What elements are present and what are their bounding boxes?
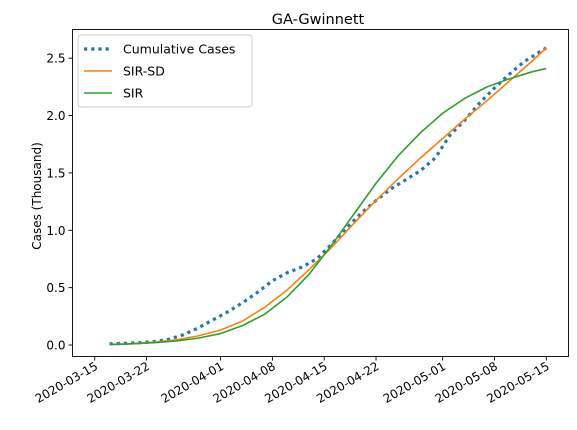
legend-label-1: Cumulative Cases	[123, 42, 235, 57]
legend-box	[77, 34, 253, 108]
y-tick-label: 0.0	[46, 339, 65, 353]
y-axis: 0.0 0.5 1.0 1.5 2.0 2.5	[46, 52, 73, 353]
y-axis-label: Cases (Thousand)	[30, 142, 44, 250]
y-tick-label: 2.0	[46, 109, 65, 123]
series-line-2	[109, 47, 547, 346]
series-line-3	[109, 67, 547, 346]
legend-label-2: SIR-SD	[123, 64, 165, 79]
plot-frame	[72, 29, 569, 357]
chart-title: GA-Gwinnett	[272, 12, 365, 28]
y-tick-label: 2.5	[46, 52, 65, 66]
legend-label-3: SIR	[123, 86, 144, 101]
series-layer	[109, 46, 548, 346]
legend: Cumulative Cases SIR-SD SIR	[77, 34, 253, 108]
y-tick-label: 0.5	[46, 281, 65, 295]
y-tick-label: 1.5	[46, 166, 65, 180]
series-line-1	[109, 46, 548, 346]
y-tick-label: 1.0	[46, 224, 65, 238]
